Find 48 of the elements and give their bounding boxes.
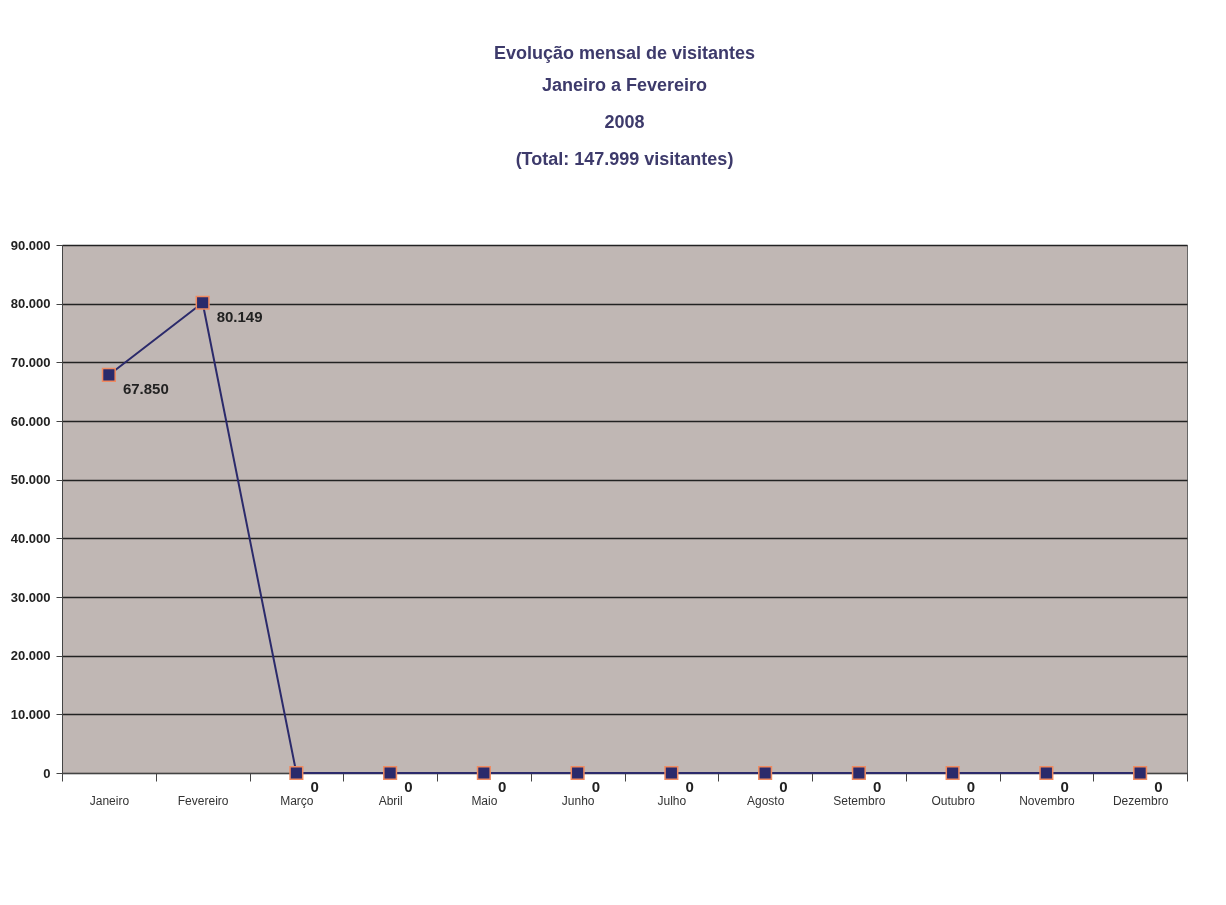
point — [1039, 765, 1054, 781]
point — [851, 765, 866, 781]
y-tick-label: 50.000 — [10, 472, 51, 488]
y-tick-label: 60.000 — [10, 413, 51, 429]
data-label: 0 — [966, 778, 975, 795]
point — [570, 765, 585, 781]
x-tick-label: Novembro — [1019, 793, 1075, 808]
data-label: 0 — [404, 778, 413, 795]
point — [289, 765, 304, 781]
data-label: 0 — [497, 778, 507, 795]
x-tick-label: Maio — [471, 793, 498, 808]
x-tick-label: Dezembro — [1112, 793, 1169, 808]
y-tick-label: 30.000 — [10, 589, 51, 605]
x-tick-label: Julho — [657, 793, 687, 808]
data-label: 0 — [310, 778, 319, 795]
point — [945, 765, 960, 781]
x-tick-label: Outubro — [931, 793, 976, 808]
point — [476, 765, 491, 781]
y-tick-label: 80.000 — [10, 296, 51, 312]
point — [383, 765, 398, 781]
y-tick-label: 20.000 — [10, 648, 51, 664]
y-tick-label: 70.000 — [10, 354, 51, 370]
y-tick-label: 40.000 — [10, 530, 51, 546]
chart-subtitle: Janeiro a Fevereiro 2008 (Total: 147.999 visitantes) — [515, 75, 734, 169]
x-tick-label: Setembro — [833, 793, 886, 808]
point — [101, 367, 116, 383]
x-tick-label: Janeiro — [89, 793, 130, 808]
x-tick-label: Fevereiro — [177, 793, 229, 808]
y-tick-label: 10.000 — [10, 706, 51, 722]
chart-title: Evolução mensal de visitantes — [493, 43, 756, 63]
point — [758, 765, 773, 781]
point — [195, 295, 210, 310]
x-tick-label: Junho — [561, 793, 595, 808]
data-label: 67.850 — [122, 379, 169, 397]
data-label: 80.149 — [216, 307, 263, 325]
data-label: 0 — [685, 778, 694, 795]
y-tick-label: 0 — [43, 765, 51, 781]
data-label: 0 — [872, 778, 882, 795]
data-label: 0 — [591, 778, 600, 795]
point — [664, 765, 679, 781]
y-tick-label: 90.000 — [10, 237, 51, 253]
point — [1133, 765, 1148, 781]
x-tick-label: Abril — [378, 793, 403, 808]
data-label: 0 — [1060, 778, 1069, 795]
data-label: 0 — [779, 778, 788, 795]
data-label: 0 — [1154, 778, 1163, 795]
x-tick-label: Agosto — [746, 793, 785, 808]
x-tick-label: Março — [280, 793, 314, 808]
